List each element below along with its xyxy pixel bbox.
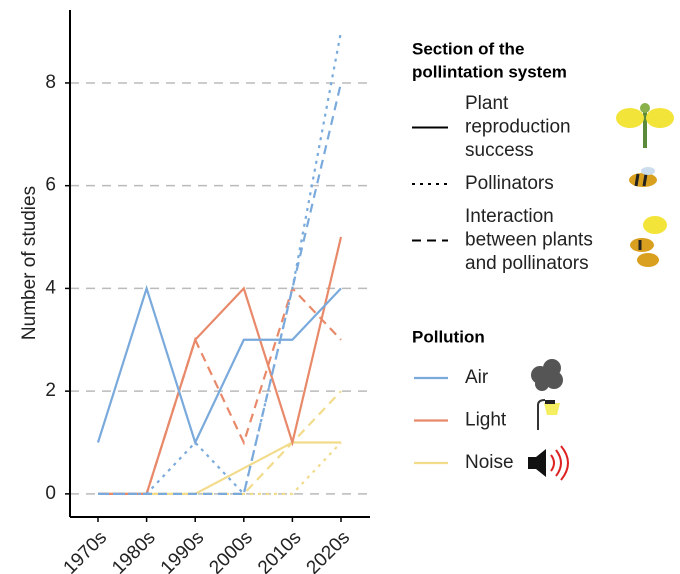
y-tick-label: 6 [45, 175, 56, 196]
flower-icon [616, 103, 674, 148]
legend-label: between plants [465, 230, 593, 251]
legend-label: Plant [465, 93, 509, 114]
data-line [98, 32, 341, 494]
chart: Number of studies Pollution 024681970s19… [0, 0, 680, 574]
lamp-icon [538, 400, 560, 430]
color-legend-title: Pollution [412, 327, 485, 346]
legend-label: success [465, 140, 534, 161]
x-tick-label: 1990s [157, 527, 208, 574]
legend-label: Air [465, 367, 489, 388]
bee-icon [629, 167, 657, 187]
data-line [98, 237, 341, 494]
y-tick-label: 8 [45, 72, 56, 93]
x-tick-label: 2010s [254, 527, 305, 574]
legend-label: Pollinators [465, 173, 554, 194]
legend-label: reproduction [465, 117, 571, 138]
x-tick-label: 1980s [108, 527, 159, 574]
y-tick-label: 0 [45, 483, 56, 504]
speaker-icon [528, 446, 568, 480]
icons [528, 103, 674, 480]
y-axis-label: Number of studies [19, 186, 40, 340]
legend-label: Light [465, 410, 507, 431]
interaction-icon [630, 216, 667, 267]
y-tick-label: 4 [45, 277, 56, 298]
linetype-legend-title: Section of the [412, 39, 524, 58]
legend-label: Noise [465, 452, 514, 473]
legend-label: Interaction [465, 206, 554, 227]
x-tick-label: 2020s [303, 527, 354, 574]
data-line [98, 288, 341, 442]
legend-label: and pollinators [465, 253, 589, 274]
x-tick-label: 2000s [205, 527, 256, 574]
y-tick-label: 2 [45, 380, 56, 401]
linetype-legend-title: pollintation system [412, 62, 567, 81]
smog-icon [531, 359, 563, 391]
x-tick-label: 1970s [60, 527, 111, 574]
